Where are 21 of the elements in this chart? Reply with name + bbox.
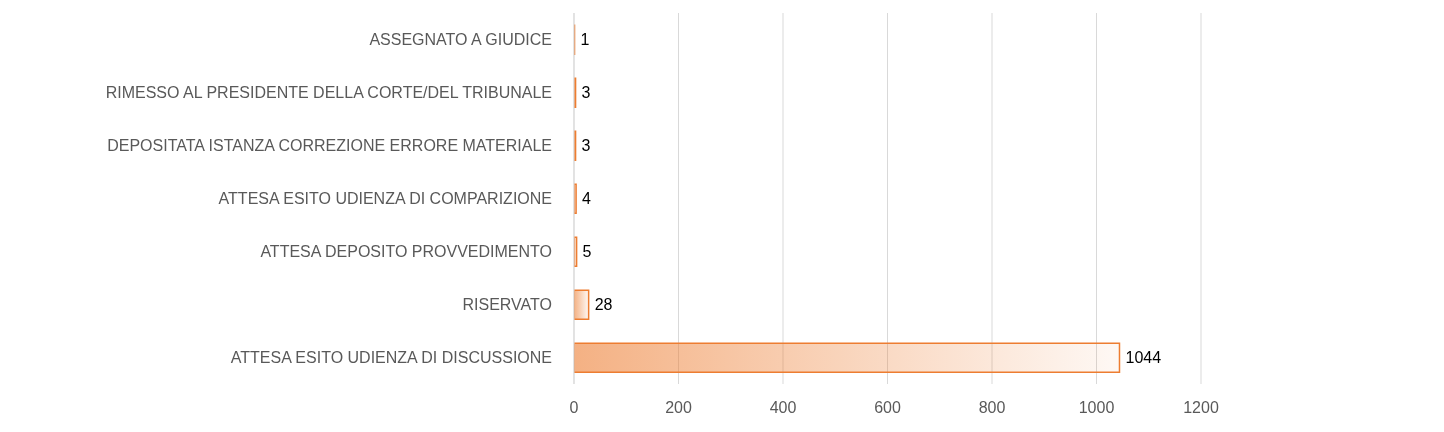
x-tick-label: 0 xyxy=(569,399,579,417)
data-label: 28 xyxy=(594,296,613,314)
data-label: 4 xyxy=(582,190,592,208)
data-label: 3 xyxy=(581,84,591,102)
y-tick-label: ASSEGNATO A GIUDICE xyxy=(369,31,552,49)
y-tick-label: ATTESA DEPOSITO PROVVEDIMENTO xyxy=(260,243,552,261)
data-label: 3 xyxy=(581,137,591,155)
y-tick-label: RIMESSO AL PRESIDENTE DELLA CORTE/DEL TRIBUNALE xyxy=(105,84,552,102)
y-tick-label: ATTESA ESITO UDIENZA DI DISCUSSIONE xyxy=(230,349,552,367)
y-tick-label: DEPOSITATA ISTANZA CORREZIONE ERRORE MATERIALE xyxy=(107,137,552,155)
x-tick-label: 800 xyxy=(978,399,1006,417)
data-label: 5 xyxy=(582,243,592,261)
x-tick-label: 1200 xyxy=(1183,399,1219,417)
x-tick-label: 400 xyxy=(769,399,797,417)
data-label: 1044 xyxy=(1125,349,1162,367)
x-tick-label: 600 xyxy=(874,399,901,417)
data-label: 1 xyxy=(580,31,590,49)
x-tick-label: 1000 xyxy=(1078,399,1115,417)
y-tick-label: RISERVATO xyxy=(462,296,552,314)
y-tick-label: ATTESA ESITO UDIENZA DI COMPARIZIONE xyxy=(218,190,552,208)
x-tick-label: 200 xyxy=(665,399,692,417)
